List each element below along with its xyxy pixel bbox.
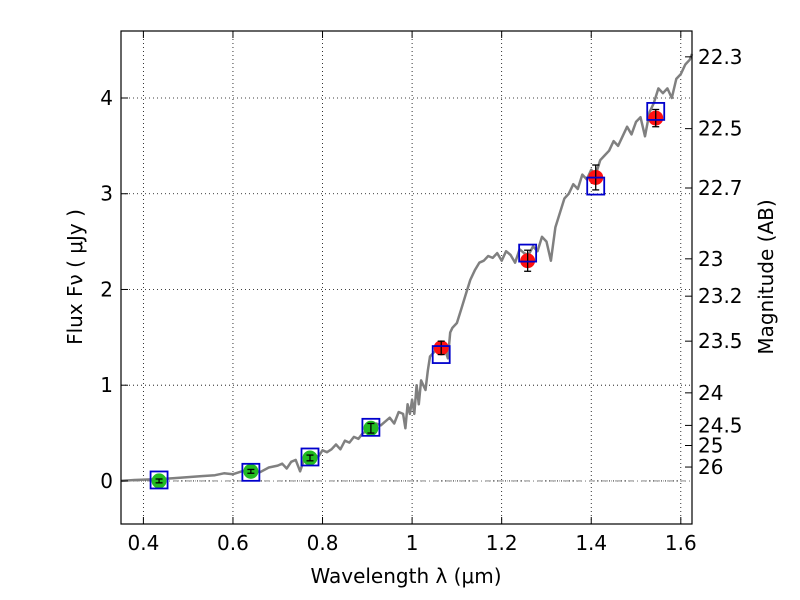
y-right-axis-title: Magnitude (AB) [754,199,778,354]
model-photometry-square [300,447,320,467]
x-axis-title: Wavelength λ (μm) [310,564,501,588]
y-right-tick-label: 24 [698,381,723,405]
y-right-tick-label: 23.5 [698,329,743,353]
plot-area [120,53,694,490]
model-photometry-square [518,243,538,263]
model-photometry-square [361,417,381,437]
x-tick-label: 1.6 [665,531,697,555]
model-photometry-square [241,462,261,482]
y-tick-label: 0 [100,469,113,493]
grid [121,31,692,524]
y-tick-label: 3 [100,182,113,206]
y-tick-label: 4 [100,86,113,110]
y-right-tick-label: 26 [698,455,723,479]
y-right-tick-label: 24.5 [698,413,743,437]
x-tick-label: 1 [406,531,419,555]
x-tick-label: 0.6 [217,531,249,555]
x-tick-label: 0.8 [307,531,339,555]
model-photometry-square [586,176,606,196]
y-tick-label: 1 [100,373,113,397]
x-tick-label: 1.4 [575,531,607,555]
x-tick-label: 0.4 [127,531,159,555]
y-right-tick-label: 22.3 [698,45,743,69]
model-photometry-square [431,345,451,364]
x-tick-label: 1.2 [486,531,518,555]
y-right-tick-label: 25 [698,434,723,458]
y-tick-label: 2 [100,277,113,301]
y-right-tick-label: 23 [698,247,723,271]
model-sed-line [120,53,694,483]
model-photometry-square [646,102,666,121]
ticks: 0.4 0.6 0.8 1 1.2 1.4 1.60123422.322.522.72323… [100,31,743,555]
y-axis-title: Flux Fν ( μJy ) [63,209,87,345]
y-right-tick-label: 22.7 [698,176,743,200]
y-right-tick-label: 23.2 [698,284,743,308]
model-photometry-square [149,470,169,490]
y-right-tick-label: 22.5 [698,117,743,141]
plot-frame [120,30,693,525]
